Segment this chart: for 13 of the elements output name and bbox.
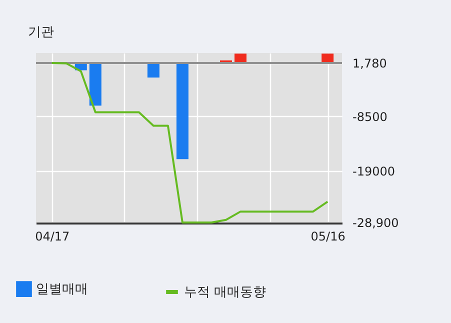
bar	[147, 62, 160, 78]
y-tick-label: 1,780	[352, 56, 387, 70]
line-series	[50, 62, 329, 224]
legend-label: 일별매매	[36, 282, 88, 298]
y-tick-label: -8500	[352, 110, 388, 124]
x-tick-label: 05/16	[310, 230, 346, 244]
x-tick-label: 04/17	[35, 230, 70, 244]
bar	[176, 62, 188, 160]
legend-label: 누적 매매동향	[184, 285, 266, 300]
bar	[89, 62, 102, 106]
y-tick-label: -19000	[352, 164, 396, 179]
y-tick-label: -28,900	[352, 216, 399, 230]
chart-title: 기관	[28, 25, 54, 40]
